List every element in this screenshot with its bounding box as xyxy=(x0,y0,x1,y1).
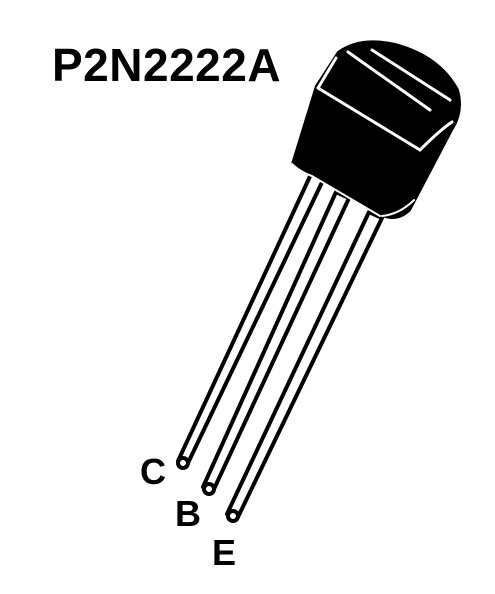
lead-base xyxy=(201,190,351,496)
to92-package xyxy=(291,40,461,219)
lead-emitter xyxy=(225,210,384,523)
pin-label-emitter: E xyxy=(212,532,237,573)
lead-collector xyxy=(176,170,327,470)
pin-label-collector: C xyxy=(140,451,166,492)
part-number-title: P2N2222A xyxy=(52,39,282,91)
pin-label-base: B xyxy=(175,493,201,534)
